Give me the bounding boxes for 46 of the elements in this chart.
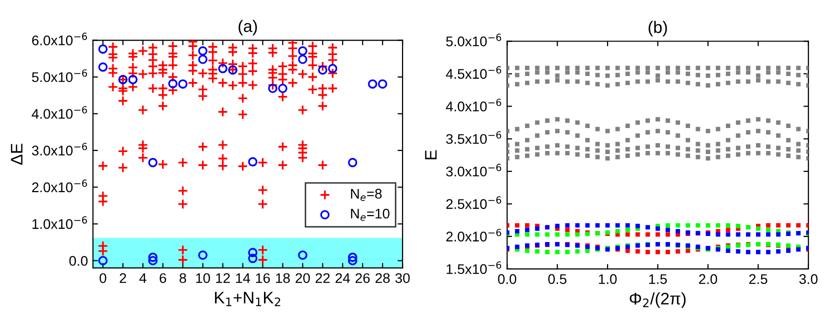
legend-label: N$_{e}$=8 bbox=[351, 188, 382, 201]
x-tick-label: 2.0 bbox=[699, 274, 718, 284]
x-tick-label: 30 bbox=[395, 273, 410, 284]
y-tick-label: 1.5x10$^{−6}$ bbox=[446, 261, 502, 274]
y-tick-label: 4.0x10$^{−6}$ bbox=[446, 98, 502, 112]
y-axis-title: E bbox=[425, 150, 437, 160]
x-tick-label: 0 bbox=[100, 273, 106, 284]
x-tick-label: 16 bbox=[256, 273, 270, 284]
x-tick-label: 2 bbox=[120, 273, 126, 283]
y-tick-label: 2.0x10$^{−6}$ bbox=[446, 228, 502, 242]
chart-title: (a) bbox=[238, 20, 257, 36]
x-tick-label: 12 bbox=[216, 273, 230, 283]
y-tick-label: 5.0x10$^{−6}$ bbox=[32, 69, 87, 82]
x-tick-label: 3.0 bbox=[799, 274, 818, 284]
y-tick-label: 2.5x10$^{−6}$ bbox=[446, 196, 502, 209]
x-tick-label: 26 bbox=[356, 273, 370, 284]
x-tick-label: 10 bbox=[196, 273, 210, 284]
legend-label: N$_{e}$=10 bbox=[351, 208, 390, 221]
x-tick-label: 0.5 bbox=[548, 274, 566, 284]
x-axis-title: K$_{1}$+N$_{1}$K$_{2}$ bbox=[215, 292, 280, 306]
y-tick-label: 0.0 bbox=[69, 256, 88, 266]
y-tick-label: 5.0x10$^{−6}$ bbox=[446, 34, 502, 46]
y-tick-label: 4.5x10$^{−6}$ bbox=[446, 66, 502, 79]
chart-title: (b) bbox=[648, 20, 667, 36]
x-axis-title: Φ$_{2}$/(2π) bbox=[630, 292, 686, 308]
x-tick-label: 28 bbox=[376, 273, 390, 284]
y-tick-label: 3.0x10$^{−6}$ bbox=[32, 142, 87, 156]
x-tick-label: 1.5 bbox=[649, 274, 667, 284]
x-tick-label: 2.5 bbox=[749, 274, 768, 284]
x-tick-label: 6 bbox=[160, 273, 166, 284]
x-tick-label: 24 bbox=[336, 273, 350, 283]
x-tick-label: 14 bbox=[236, 273, 250, 283]
y-tick-label: 1.0x10$^{−6}$ bbox=[32, 216, 87, 229]
y-tick-label: 2.0x10$^{−6}$ bbox=[32, 180, 87, 192]
x-tick-label: 0.0 bbox=[498, 274, 516, 284]
y-tick-label: 3.5x10$^{−6}$ bbox=[446, 131, 502, 144]
x-tick-label: 20 bbox=[296, 273, 310, 284]
x-tick-label: 1.0 bbox=[598, 274, 617, 284]
x-tick-label: 4 bbox=[139, 273, 146, 283]
y-axis-title: ΔE bbox=[10, 144, 22, 165]
x-tick-label: 22 bbox=[316, 273, 330, 283]
x-tick-label: 18 bbox=[276, 273, 290, 284]
y-tick-label: 6.0x10$^{−6}$ bbox=[32, 32, 87, 46]
x-tick-label: 8 bbox=[180, 273, 186, 284]
y-tick-label: 3.0x10$^{−6}$ bbox=[446, 164, 502, 176]
y-tick-label: 4.0x10$^{−6}$ bbox=[32, 106, 87, 119]
